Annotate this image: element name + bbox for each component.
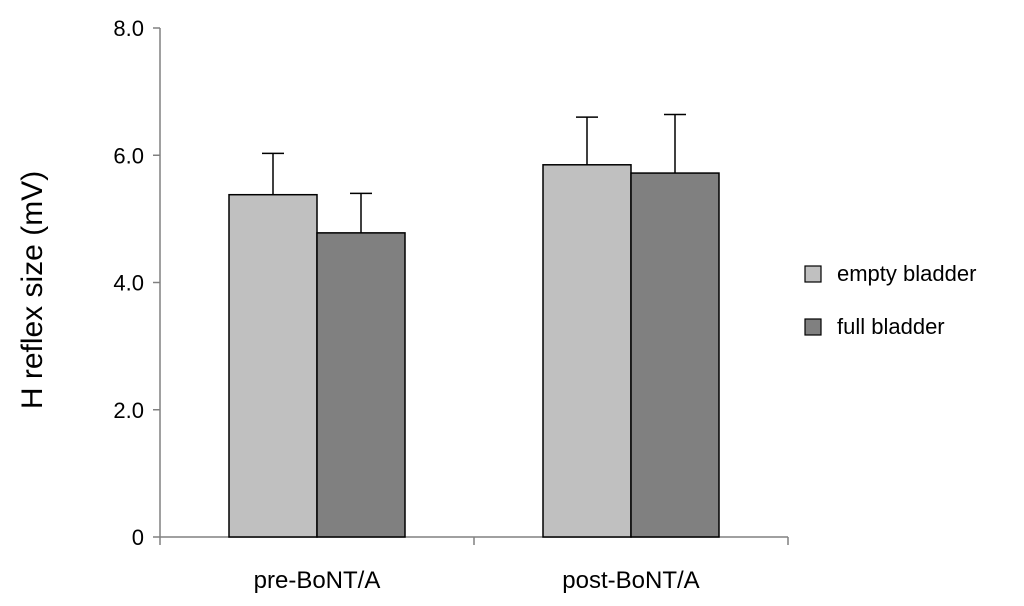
- y-axis: 0 2.0 4.0 6.0 8.0: [113, 16, 161, 550]
- y-tick-label: 6.0: [113, 143, 144, 168]
- bar: [630, 172, 720, 538]
- legend-label: empty bladder: [837, 261, 976, 286]
- bars: [228, 113, 720, 538]
- y-axis-title: H reflex size (mV): [16, 171, 49, 409]
- x-tick-label: pre-BoNT/A: [254, 567, 381, 594]
- legend-swatch: [804, 318, 822, 336]
- y-ticks: 0 2.0 4.0 6.0 8.0: [113, 16, 160, 550]
- category-labels: pre-BoNT/A post-BoNT/A: [254, 567, 700, 594]
- bar: [542, 164, 632, 538]
- x-ticks: [159, 537, 789, 545]
- y-tick-label: 4.0: [113, 271, 144, 296]
- legend-label: full bladder: [837, 314, 945, 339]
- y-tick-label: 0: [132, 525, 144, 550]
- x-tick-label: post-BoNT/A: [562, 567, 699, 594]
- legend: empty bladder full bladder: [804, 261, 976, 339]
- bar: [228, 193, 318, 538]
- y-tick-label: 2.0: [113, 398, 144, 423]
- legend-swatch: [804, 265, 822, 283]
- bar: [316, 232, 406, 538]
- y-tick-label: 8.0: [113, 16, 144, 41]
- x-axis: [159, 536, 789, 545]
